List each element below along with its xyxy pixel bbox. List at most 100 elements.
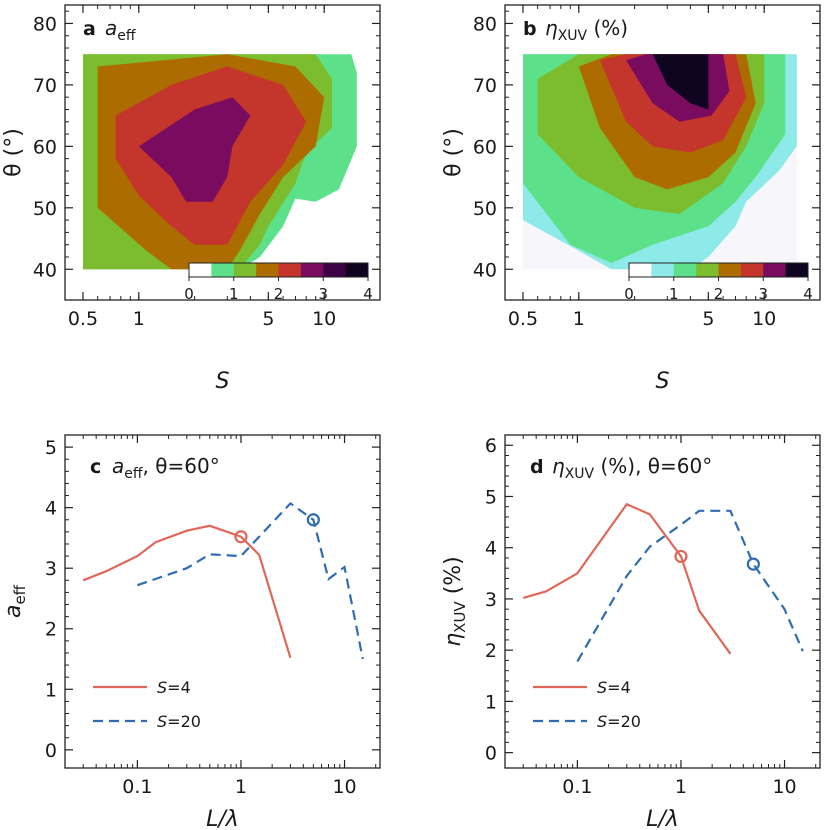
panel-c-line-chart: 0.1 1 10 0 1 2 3 4 5 L/λ aeff c aeff, θ=60° S=4 S=20 — [1, 434, 381, 830]
y-tick-label: 5 — [485, 486, 497, 508]
y-axis-label: θ (°) — [1, 128, 26, 177]
y-tick-label: 80 — [473, 13, 497, 35]
colorbar-swatch — [345, 263, 369, 277]
y-tick-label: 60 — [33, 136, 57, 158]
panel-a-heatmap: 0.5 1 5 10 40 50 60 70 80 Sθ (°) a aeff 0 1 2 3 4 — [1, 4, 381, 394]
legend-label: S=4 — [597, 678, 631, 697]
plot-frame — [64, 434, 381, 769]
highlight-marker — [674, 549, 688, 564]
colorbar-tick-label: 4 — [363, 285, 373, 303]
x-tick-label: 0.5 — [508, 308, 538, 330]
colorbar-tick-label: 4 — [803, 285, 813, 303]
colorbar-swatch — [740, 263, 764, 277]
y-tick-label: 0 — [45, 740, 57, 762]
highlight-marker — [234, 530, 248, 544]
colorbar-swatch — [300, 263, 324, 277]
colorbar-tick-label: 0 — [184, 285, 194, 303]
panel-d-line-chart: 0.1 1 10 0 1 2 3 4 5 6 L/λ ηXUV (%) d ηXUV (%), θ=60°… — [441, 434, 821, 830]
x-tick-label: 1 — [133, 308, 145, 330]
colorbar-swatch — [211, 263, 235, 277]
y-tick-label: 3 — [485, 589, 497, 611]
colorbar: 0 1 2 3 4 — [184, 262, 373, 303]
x-axis-label: S — [216, 369, 230, 394]
panel-letter: a — [83, 18, 96, 40]
colorbar-swatch — [785, 263, 809, 277]
colorbar-swatch — [651, 263, 675, 277]
plot-frame — [504, 4, 821, 301]
highlight-marker — [306, 513, 320, 527]
colorbar-tick-label: 3 — [758, 285, 768, 303]
colorbar-swatch — [673, 263, 697, 277]
colorbar-swatch — [233, 263, 257, 277]
panel-title: aeff — [105, 16, 136, 44]
x-tick-label: 0.1 — [122, 776, 152, 798]
contour-level-7 — [652, 54, 709, 110]
x-tick-label: 1 — [573, 308, 585, 330]
colorbar-swatch — [718, 263, 742, 277]
colorbar-swatch — [763, 263, 787, 277]
y-tick-label: 40 — [473, 259, 497, 281]
x-tick-label: 5 — [262, 308, 274, 330]
panel-title: aeff, θ=60° — [112, 454, 220, 482]
y-tick-label: 40 — [33, 259, 57, 281]
y-tick-label: 0 — [485, 743, 497, 765]
x-tick-label: 0.1 — [562, 776, 592, 798]
y-tick-label: 6 — [485, 435, 497, 457]
y-tick-label: 3 — [45, 558, 57, 580]
x-tick-label: 10 — [312, 308, 336, 330]
series-S=4 — [82, 524, 292, 659]
series-S=4 — [522, 502, 732, 655]
colorbar-swatch — [323, 263, 347, 277]
x-tick-label: 0.5 — [68, 308, 98, 330]
colorbar-swatch — [696, 263, 719, 277]
y-tick-label: 4 — [485, 538, 497, 560]
series-line — [522, 502, 732, 655]
x-tick-label: 10 — [752, 308, 776, 330]
colorbar-swatch — [629, 263, 652, 277]
series-line — [82, 524, 292, 659]
x-axis-label: L/λ — [206, 807, 239, 830]
colorbar-tick-label: 1 — [669, 285, 679, 303]
legend-label: S=20 — [157, 712, 201, 731]
series-S=20 — [576, 509, 804, 662]
panel-title: ηXUV (%) — [545, 16, 628, 44]
x-tick-label: 1 — [235, 776, 247, 798]
legend-label: S=4 — [157, 678, 191, 697]
colorbar-tick-label: 3 — [318, 285, 328, 303]
contour-regions — [83, 54, 357, 270]
x-tick-label: 1 — [675, 776, 687, 798]
y-tick-label: 5 — [45, 437, 57, 459]
legend: S=4 S=20 — [533, 678, 641, 731]
x-axis-label: S — [656, 369, 670, 394]
x-tick-label: 5 — [702, 308, 714, 330]
y-tick-label: 70 — [473, 75, 497, 97]
series-line — [576, 509, 804, 662]
y-tick-label: 50 — [473, 198, 497, 220]
y-tick-label: 60 — [473, 136, 497, 158]
plot-frame — [64, 4, 381, 301]
x-tick-label: 10 — [772, 776, 796, 798]
y-tick-label: 50 — [33, 198, 57, 220]
colorbar: 0 1 2 3 4 — [624, 262, 813, 303]
highlight-marker — [746, 557, 760, 571]
y-tick-label: 2 — [45, 619, 57, 641]
y-tick-label: 1 — [45, 679, 57, 701]
y-tick-label: 70 — [33, 75, 57, 97]
panel-b-heatmap: 0.5 1 5 10 40 50 60 70 80 Sθ (°) b ηXUV (%) 0 1 2 3 4 — [441, 4, 821, 394]
legend-label: S=20 — [597, 712, 641, 731]
x-axis-label: L/λ — [646, 807, 679, 830]
contour-level-5 — [138, 97, 251, 202]
y-tick-label: 2 — [485, 640, 497, 662]
y-axis-label: ηXUV (%) — [441, 556, 469, 647]
colorbar-tick-label: 2 — [714, 285, 724, 303]
panel-letter: c — [90, 456, 101, 478]
y-tick-label: 1 — [485, 691, 497, 713]
colorbar-tick-label: 0 — [624, 285, 634, 303]
panel-letter: b — [523, 18, 537, 40]
colorbar-swatch — [189, 263, 212, 277]
y-axis-label: θ (°) — [441, 128, 466, 177]
x-tick-label: 10 — [332, 776, 356, 798]
y-tick-label: 80 — [33, 13, 57, 35]
contour-regions — [523, 54, 797, 270]
y-axis-label: aeff — [1, 584, 29, 618]
